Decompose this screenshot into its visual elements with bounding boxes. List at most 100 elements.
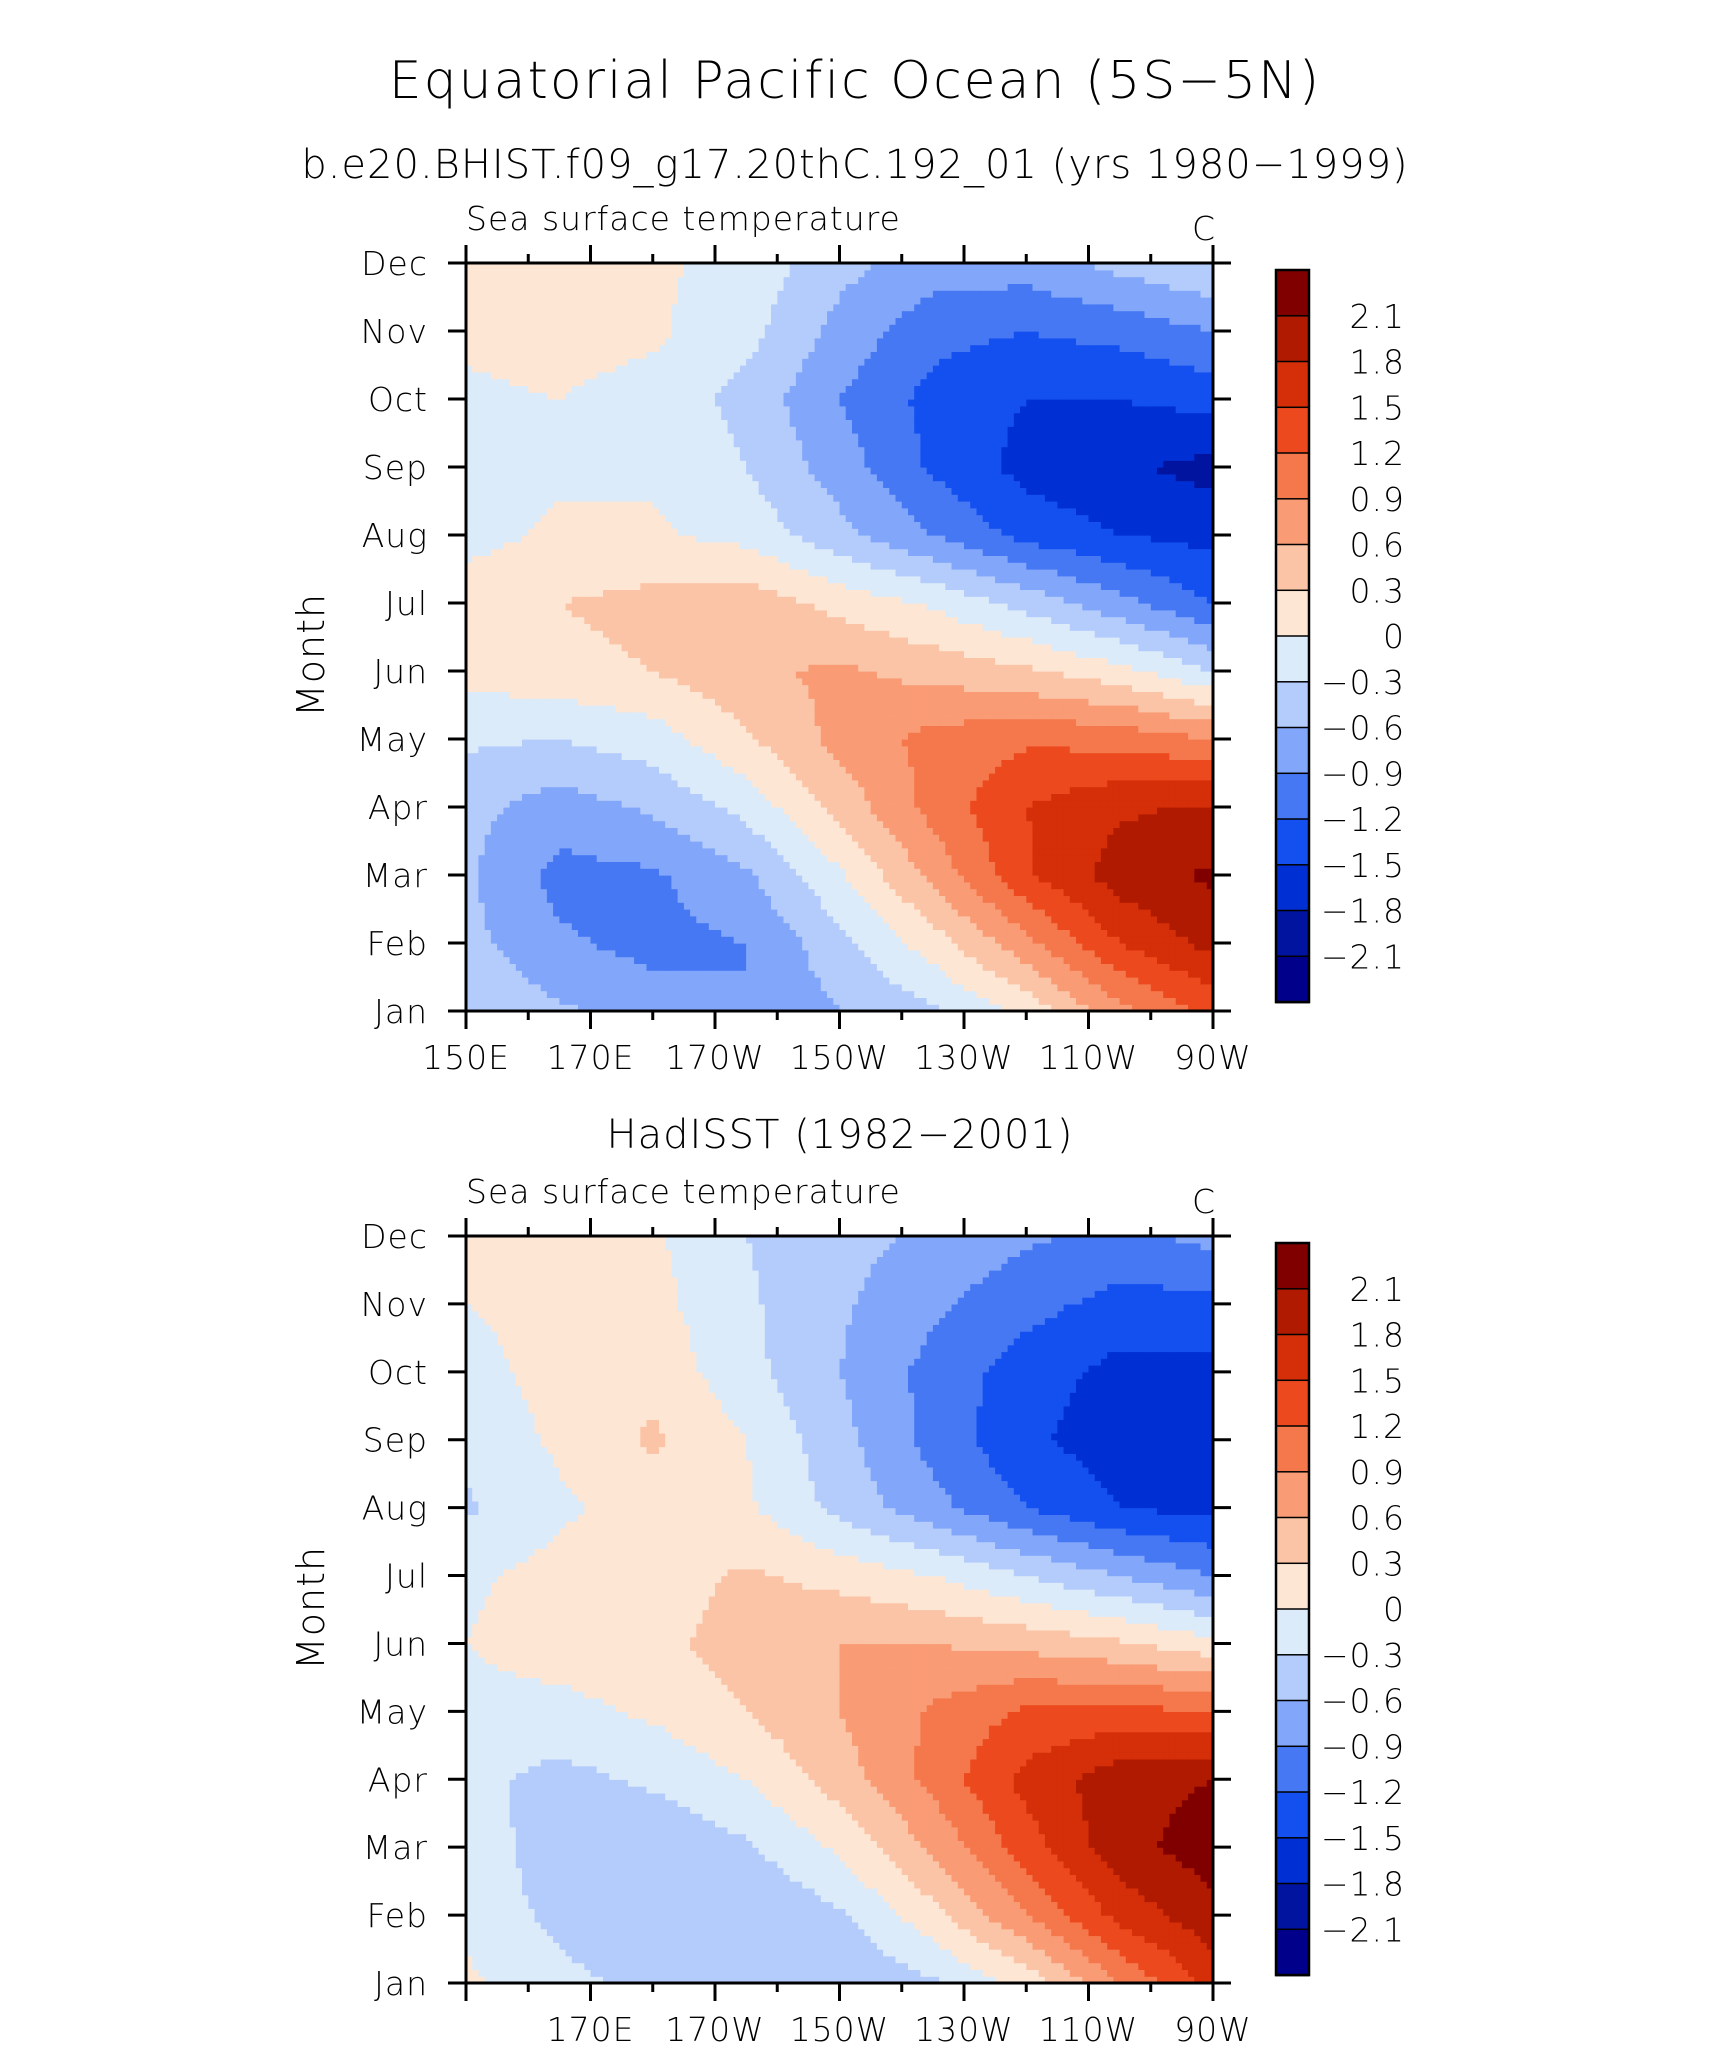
contour-cell (546, 983, 554, 992)
contour-cell (652, 956, 660, 964)
contour-cell (522, 902, 529, 910)
contour-cell (509, 779, 517, 788)
contour-cell (889, 841, 897, 849)
contour-cell (522, 1004, 529, 1011)
contour-cell (1038, 861, 1046, 869)
contour-cell (1088, 779, 1096, 788)
contour-cell (1013, 963, 1021, 971)
contour-cell (1001, 881, 1009, 890)
contour-cell (995, 929, 1002, 937)
contour-cell (503, 915, 511, 924)
contour-cell (939, 827, 946, 835)
contour-cell (895, 861, 903, 869)
contour-cell (1163, 779, 1170, 788)
contour-cell (652, 820, 660, 828)
contour-cell (472, 868, 479, 876)
contour-cell (1013, 977, 1021, 985)
contour-cell (571, 834, 579, 842)
contour-cell (596, 956, 604, 964)
contour-cell (546, 786, 554, 794)
contour-cell (503, 881, 511, 890)
contour-cell (702, 800, 710, 808)
contour-cell (1200, 739, 1208, 747)
contour-cell (802, 936, 809, 944)
contour-cell (970, 827, 977, 835)
contour-cell (833, 949, 841, 958)
contour-cell (1057, 963, 1065, 971)
contour-cell (1163, 786, 1170, 794)
contour-cell (466, 834, 473, 842)
contour-cell (634, 854, 641, 862)
contour-cell (721, 881, 728, 890)
contour-cell (546, 861, 554, 869)
contour-cell (615, 895, 623, 903)
contour-cell (497, 786, 504, 794)
contour-cell (858, 909, 865, 917)
contour-cell (522, 773, 529, 781)
contour-cell (1020, 915, 1027, 924)
contour-cell (758, 786, 766, 794)
contour-cell (1063, 800, 1071, 808)
contour-cell (727, 745, 735, 754)
contour-cell (1020, 936, 1027, 944)
contour-cell (603, 881, 610, 890)
contour-cell (964, 868, 971, 876)
contour-cell (783, 732, 791, 740)
contour-cell (870, 970, 878, 978)
contour-cell (1150, 841, 1158, 849)
contour-cell (814, 807, 822, 815)
contour-cell (1194, 759, 1202, 767)
contour-cell (764, 977, 772, 985)
contour-cell (478, 745, 486, 754)
contour-cell (820, 949, 828, 958)
contour-cell (1020, 800, 1027, 808)
contour-cell (739, 786, 747, 794)
contour-cell (690, 1004, 697, 1011)
contour-cell (733, 779, 741, 788)
contour-cell (976, 902, 984, 910)
contour-cell (640, 759, 648, 767)
contour-cell (596, 949, 604, 958)
contour-cell (789, 963, 797, 971)
contour-cell (1150, 922, 1158, 930)
contour-cell (802, 847, 809, 856)
contour-cell (982, 779, 990, 788)
contour-cell (970, 970, 977, 978)
contour-cell (789, 970, 797, 978)
contour-cell (1020, 793, 1027, 801)
contour-cell (746, 861, 753, 869)
contour-cell (864, 820, 872, 828)
contour-cell (951, 807, 959, 815)
contour-cell (509, 813, 517, 822)
contour-cell (777, 875, 785, 883)
contour-cell (652, 949, 660, 958)
contour-cell (802, 895, 809, 903)
contour-cell (752, 745, 760, 754)
contour-cell (820, 936, 828, 944)
contour-cell (1175, 834, 1183, 842)
contour-cell (565, 773, 573, 781)
contour-cell (764, 861, 772, 869)
contour-cell (827, 922, 834, 930)
contour-cell (783, 841, 791, 849)
contour-cell (914, 922, 921, 930)
contour-cell (559, 963, 567, 971)
contour-cell (1150, 868, 1158, 876)
contour-cell (1069, 759, 1077, 767)
contour-cell (571, 800, 579, 808)
contour-cell (1038, 820, 1046, 828)
contour-cell (1181, 807, 1189, 815)
contour-cell (609, 841, 616, 849)
contour-cell (490, 963, 498, 971)
contour-cell (621, 956, 629, 964)
contour-cell (1063, 807, 1071, 815)
contour-cell (621, 820, 629, 828)
contour-cell (908, 868, 915, 876)
contour-cell (1132, 1004, 1139, 1011)
contour-cell (1088, 909, 1096, 917)
contour-cell (1001, 854, 1009, 862)
contour-cell (1144, 868, 1152, 876)
contour-cell (864, 779, 872, 788)
contour-cell (1119, 752, 1127, 760)
contour-cell (827, 800, 834, 808)
